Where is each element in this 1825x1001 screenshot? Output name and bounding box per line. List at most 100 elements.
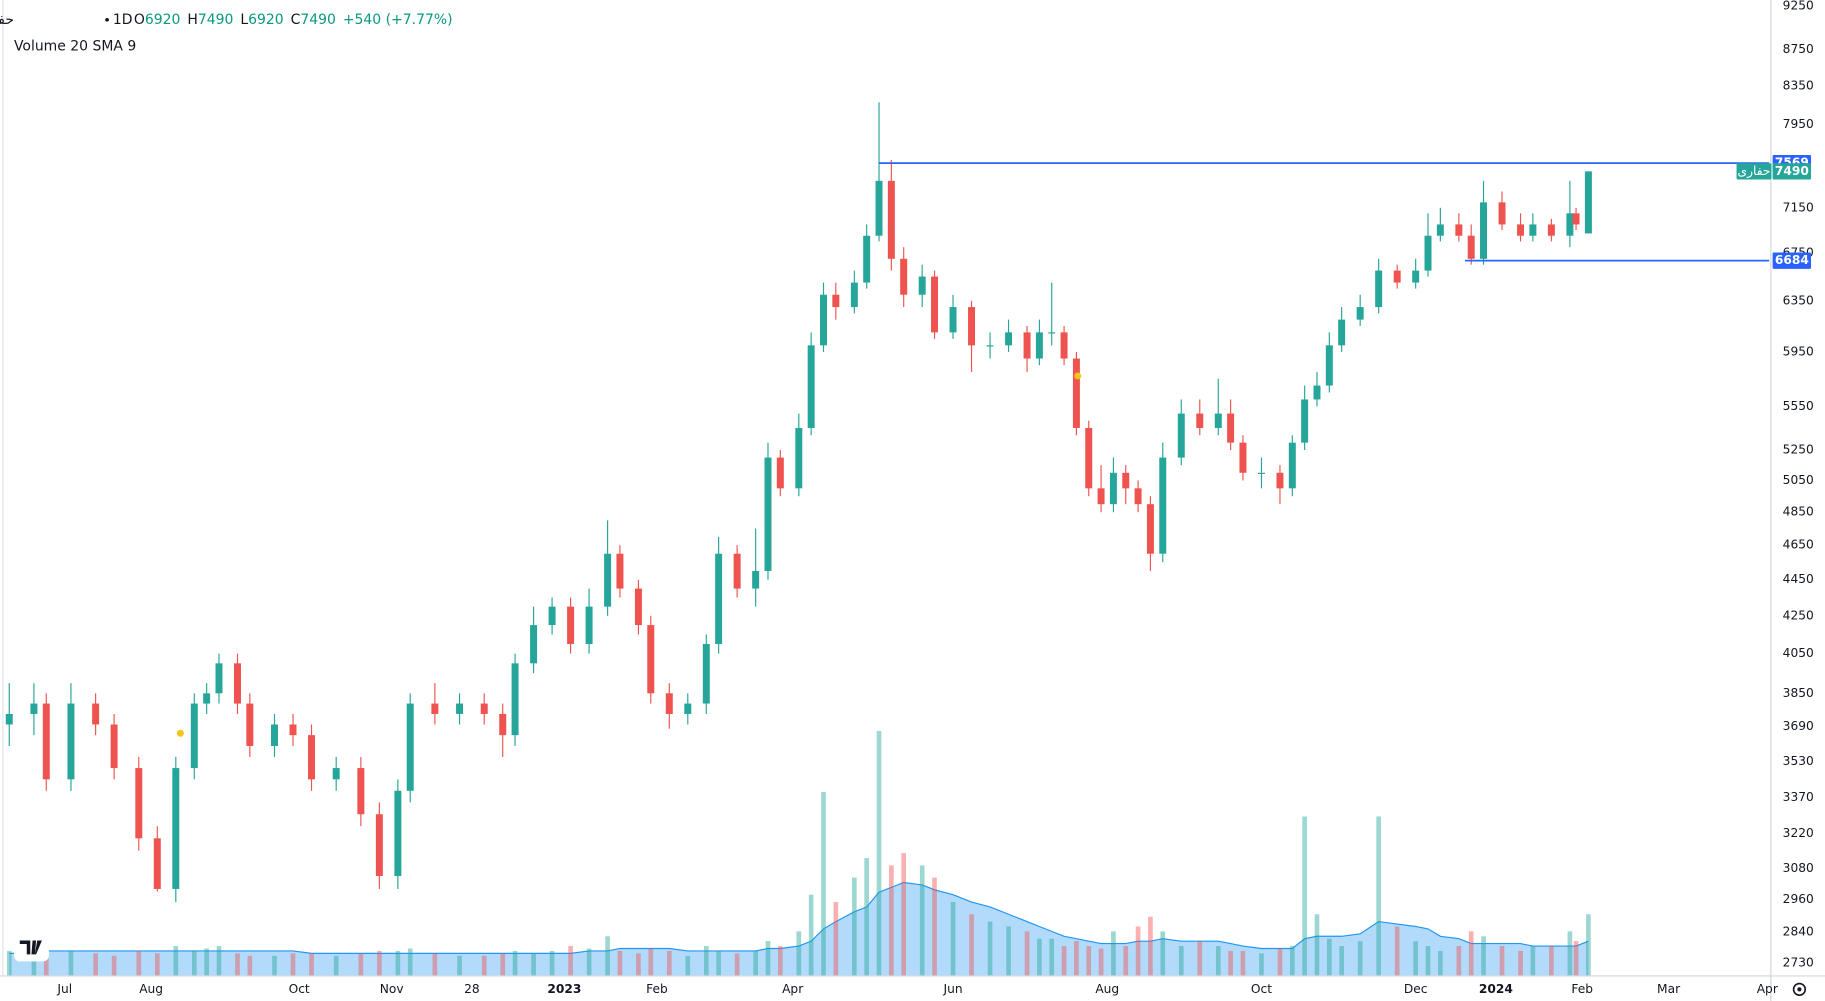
volume-bar bbox=[1240, 950, 1246, 976]
candle-body bbox=[1467, 235, 1475, 259]
volume-bar bbox=[309, 953, 314, 976]
x-tick-label: Jul bbox=[56, 982, 72, 996]
logo[interactable] bbox=[13, 931, 49, 962]
candle-body bbox=[1239, 442, 1247, 473]
x-tick-label: 28 bbox=[464, 982, 480, 996]
candle-body bbox=[1572, 213, 1580, 225]
volume-bar bbox=[235, 953, 240, 976]
volume-bar bbox=[734, 953, 740, 976]
candle-body bbox=[375, 814, 383, 876]
volume-bar bbox=[1259, 953, 1264, 976]
candle-body bbox=[1529, 224, 1537, 236]
candle-body bbox=[548, 606, 556, 626]
candle-body bbox=[1035, 332, 1043, 359]
separator-dot bbox=[105, 17, 109, 22]
volume-bar bbox=[1468, 931, 1474, 976]
volume-sma-area bbox=[9, 882, 1589, 976]
axes: 9250875083507950715067506350595055505250… bbox=[56, 0, 1813, 996]
volume-bar bbox=[512, 950, 518, 976]
event-marker[interactable] bbox=[1074, 372, 1082, 380]
volume-bar bbox=[716, 950, 721, 976]
volume-bar bbox=[808, 894, 814, 976]
volume-bar bbox=[1339, 946, 1344, 976]
candle-body bbox=[1257, 472, 1265, 474]
candle-body bbox=[1060, 332, 1068, 359]
candle-body bbox=[1023, 332, 1031, 359]
candle-body bbox=[665, 693, 673, 714]
candle-body bbox=[530, 625, 538, 664]
candle-body bbox=[1134, 488, 1142, 505]
candle-body bbox=[931, 276, 939, 333]
candle-body bbox=[456, 703, 464, 714]
candle-body bbox=[1048, 332, 1056, 334]
last-price-name: حفاری bbox=[1738, 164, 1771, 179]
candle-body bbox=[1097, 488, 1105, 505]
x-tick-label: Aug bbox=[139, 982, 163, 996]
candle-body bbox=[431, 703, 439, 714]
study-legend: Volume 20 SMA 9 bbox=[14, 39, 136, 55]
volume-bar bbox=[1394, 926, 1400, 976]
plot-area bbox=[5, 102, 1770, 976]
candle-body bbox=[203, 693, 211, 704]
y-tick-label: 4450 bbox=[1783, 572, 1814, 586]
candle-body bbox=[1375, 270, 1383, 308]
y-tick-label: 5050 bbox=[1783, 473, 1814, 487]
volume-bar bbox=[568, 946, 573, 976]
symbol-title: حفاری شمال bbox=[0, 12, 14, 28]
volume-bar bbox=[481, 955, 487, 976]
volume-bar bbox=[333, 955, 339, 976]
candle-body bbox=[850, 282, 858, 308]
volume-sma-line bbox=[9, 881, 1589, 954]
volume-bar bbox=[173, 946, 179, 976]
x-tick-label: Feb bbox=[1571, 982, 1593, 996]
ohlc-key: C bbox=[291, 12, 301, 28]
candle-body bbox=[480, 703, 488, 714]
volume-bar bbox=[1376, 816, 1381, 976]
volume-bar bbox=[290, 953, 296, 976]
ohlc-value: 7490 bbox=[300, 12, 336, 28]
volume-bar bbox=[1111, 931, 1116, 976]
last-price-label: 7490 bbox=[1775, 164, 1809, 178]
y-tick-label: 5550 bbox=[1783, 399, 1814, 413]
volume-bar bbox=[377, 950, 382, 976]
candle-body bbox=[1356, 307, 1364, 320]
candle-body bbox=[246, 703, 254, 746]
candle-body bbox=[1159, 457, 1167, 554]
volume-bar bbox=[617, 950, 623, 976]
candle-body bbox=[1547, 224, 1555, 236]
x-tick-label: Jun bbox=[942, 982, 962, 996]
candle-body bbox=[190, 703, 198, 769]
candle-body bbox=[1566, 213, 1574, 236]
ohlc-value: 6920 bbox=[248, 12, 284, 28]
ohlc-value: 6920 bbox=[145, 12, 181, 28]
candle-body bbox=[1325, 345, 1333, 386]
candle-body bbox=[1085, 427, 1093, 489]
y-tick-label: 4050 bbox=[1783, 646, 1814, 660]
candle-body bbox=[357, 768, 365, 815]
volume-bar bbox=[216, 946, 222, 976]
volume-bar bbox=[1061, 946, 1067, 976]
candle-body bbox=[215, 663, 223, 694]
y-tick-label: 5950 bbox=[1783, 344, 1814, 358]
volume-bar bbox=[1135, 926, 1141, 976]
candle-body bbox=[567, 606, 575, 644]
y-tick-label: 3690 bbox=[1783, 719, 1814, 733]
volume-bar bbox=[1456, 946, 1462, 976]
ohlc-value: 7490 bbox=[198, 12, 234, 28]
volume-bar bbox=[753, 950, 758, 976]
volume-bar bbox=[796, 931, 802, 976]
price-tag-label: 6684 bbox=[1775, 253, 1809, 267]
y-tick-label: 3080 bbox=[1783, 861, 1814, 875]
event-marker[interactable] bbox=[176, 729, 184, 737]
candle-body bbox=[863, 235, 871, 283]
volume-bar bbox=[247, 955, 253, 976]
volume-bar bbox=[876, 730, 882, 976]
volume-bar bbox=[1024, 931, 1030, 976]
volume-bar bbox=[703, 946, 709, 976]
candle-body bbox=[1177, 413, 1185, 458]
candle-body bbox=[1424, 235, 1432, 271]
y-tick-label: 7150 bbox=[1783, 200, 1814, 214]
settings-button[interactable] bbox=[1792, 982, 1807, 996]
